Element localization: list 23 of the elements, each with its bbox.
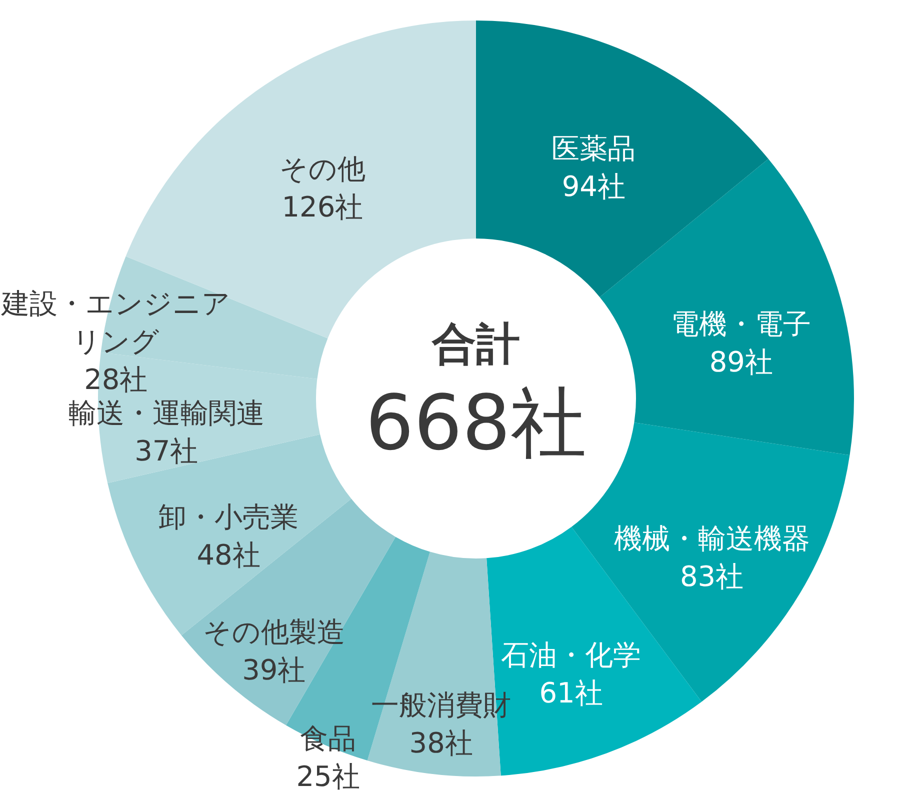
slice-label: 医薬品 [552, 132, 636, 165]
data-label: 38社 [409, 726, 473, 760]
data-label: 61社 [539, 676, 603, 710]
slice-label: その他製造 [202, 616, 345, 649]
slice-label: その他 [279, 152, 366, 186]
slice-label: 卸・小売業 [158, 500, 299, 534]
donut-slice [476, 20, 768, 298]
data-label: 83社 [680, 560, 744, 594]
data-label: 39社 [242, 654, 306, 687]
data-label: 48社 [196, 538, 260, 572]
slice-label: 機械・輸送機器 [614, 522, 810, 556]
data-label: 94社 [562, 170, 626, 203]
data-label: 37社 [134, 434, 198, 468]
slice-label: 石油・化学 [501, 638, 641, 672]
slice-label: 輸送・運輸関連 [68, 396, 264, 430]
data-label: 89社 [709, 346, 773, 379]
text: 合計 [431, 319, 520, 370]
slice-label: 電機・電子 [671, 308, 812, 341]
data-label: 126社 [282, 190, 364, 224]
text: 668社 [365, 378, 587, 467]
data-label: 28社 [84, 363, 148, 396]
slice-label: 建設・エンジニアリング [0, 287, 230, 358]
data-label: 25社 [296, 760, 360, 793]
